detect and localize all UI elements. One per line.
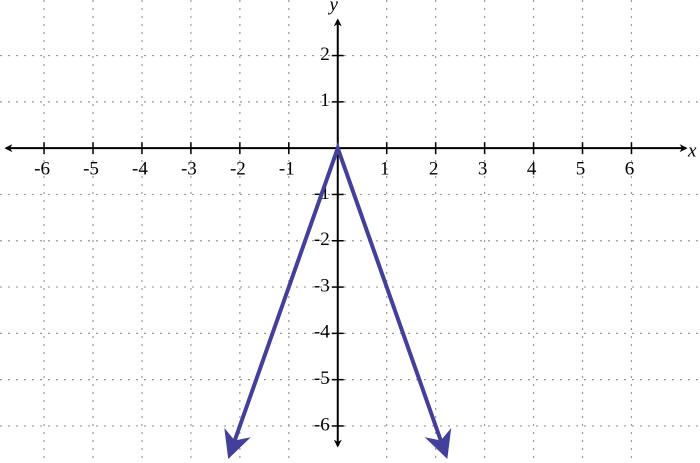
y-tick-label: 2	[320, 44, 330, 65]
x-tick-label: 2	[429, 159, 439, 180]
y-tick-label: -5	[314, 368, 330, 389]
y-tick-label: -4	[314, 322, 330, 343]
y-tick-label: -3	[314, 275, 330, 296]
x-tick-label: -6	[34, 159, 50, 180]
x-axis-label: x	[687, 141, 697, 162]
x-tick-label: -2	[230, 159, 246, 180]
x-tick-label: 6	[625, 159, 635, 180]
y-axis-label: y	[328, 0, 339, 15]
y-tick-label: 1	[320, 90, 330, 111]
x-tick-label: 5	[576, 159, 586, 180]
x-tick-label: 1	[380, 159, 390, 180]
x-tick-label: 3	[478, 159, 488, 180]
line	[224, 142, 452, 460]
y-tick-label: -2	[314, 229, 330, 250]
x-tick-label: -3	[181, 159, 197, 180]
y-tick-label: -6	[314, 414, 330, 435]
x-tick-label: -4	[132, 159, 148, 180]
x-tick-label: 4	[527, 159, 537, 180]
x-tick-label: -5	[83, 159, 99, 180]
x-tick-label: -1	[279, 159, 295, 180]
